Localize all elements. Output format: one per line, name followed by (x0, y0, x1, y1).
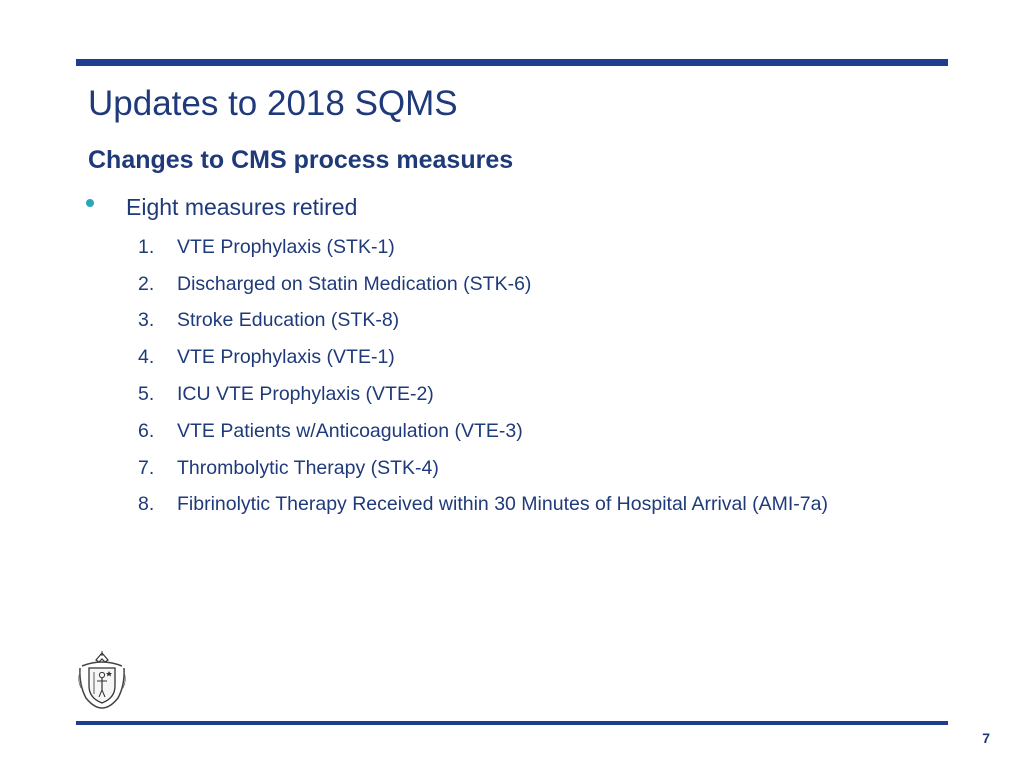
item-number: 1. (138, 235, 155, 258)
bullet-dot-icon (86, 199, 94, 207)
list-item: 7. Thrombolytic Therapy (STK-4) (138, 450, 828, 487)
item-text: Stroke Education (STK-8) (177, 309, 400, 332)
item-text: Thrombolytic Therapy (STK-4) (177, 456, 439, 479)
retired-measures-list: 1. VTE Prophylaxis (STK-1) 2. Discharged o… (138, 229, 828, 523)
item-number: 4. (138, 346, 155, 369)
page-number: 7 (982, 730, 990, 746)
list-item: 8. Fibrinolytic Therapy Received within 3… (138, 487, 828, 524)
item-number: 3. (138, 309, 155, 332)
item-text: VTE Patients w/Anticoagulation (VTE-3) (177, 419, 523, 442)
slide-title: Updates to 2018 SQMS (88, 84, 458, 123)
item-text: VTE Prophylaxis (VTE-1) (177, 346, 395, 369)
item-number: 7. (138, 456, 155, 479)
list-item: 1. VTE Prophylaxis (STK-1) (138, 229, 828, 266)
state-seal-icon (78, 651, 126, 709)
list-item: 6. VTE Patients w/Anticoagulation (VTE-3) (138, 413, 828, 450)
list-item: 5. ICU VTE Prophylaxis (VTE-2) (138, 376, 828, 413)
item-text: VTE Prophylaxis (STK-1) (177, 235, 395, 258)
slide-subtitle: Changes to CMS process measures (88, 146, 514, 174)
bullet-text: Eight measures retired (126, 193, 358, 220)
list-item: 2. Discharged on Statin Medication (STK-6… (138, 266, 828, 303)
item-text: Discharged on Statin Medication (STK-6) (177, 272, 532, 295)
bullet-item: Eight measures retired (86, 192, 357, 222)
item-text: Fibrinolytic Therapy Received within 30 … (177, 493, 828, 516)
item-number: 8. (138, 493, 155, 516)
item-number: 2. (138, 272, 155, 295)
bottom-divider (76, 721, 948, 725)
item-number: 6. (138, 419, 155, 442)
list-item: 4. VTE Prophylaxis (VTE-1) (138, 339, 828, 376)
top-divider (76, 59, 948, 66)
item-number: 5. (138, 383, 155, 406)
list-item: 3. Stroke Education (STK-8) (138, 303, 828, 340)
item-text: ICU VTE Prophylaxis (VTE-2) (177, 383, 434, 406)
